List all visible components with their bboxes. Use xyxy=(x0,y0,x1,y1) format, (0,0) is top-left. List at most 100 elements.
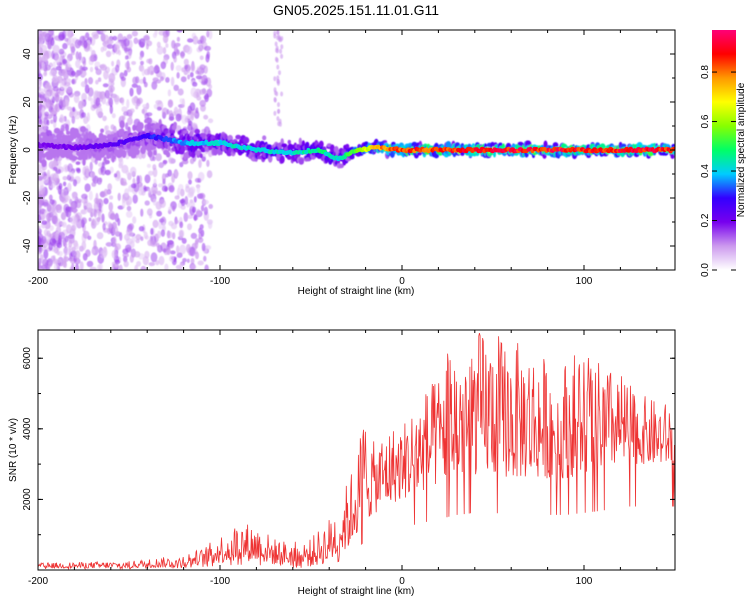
noise-cell xyxy=(132,177,136,185)
noise-cell xyxy=(144,174,151,184)
band-cell xyxy=(214,148,218,155)
band-cell xyxy=(189,130,194,137)
noise-cell xyxy=(156,45,164,55)
noise-cell xyxy=(276,48,279,54)
band-cell xyxy=(75,161,81,166)
noise-cell xyxy=(54,258,62,264)
band-cell xyxy=(104,159,110,165)
band-cell xyxy=(173,121,178,127)
noise-cell xyxy=(49,199,55,205)
noise-cell xyxy=(181,237,187,244)
noise-cell xyxy=(148,262,156,267)
noise-cell xyxy=(39,103,43,111)
noise-cell xyxy=(158,255,165,266)
noise-cell xyxy=(48,30,53,35)
x-tick-label: -200 xyxy=(28,276,48,287)
noise-cell xyxy=(73,93,80,104)
colorbar-ticks: 0.0 0.2 0.4 0.6 0.8 xyxy=(700,65,736,277)
y-tick-label: -40 xyxy=(22,238,33,253)
noise-cell xyxy=(132,216,137,224)
noise-cell xyxy=(158,162,164,169)
noise-cell xyxy=(198,159,202,169)
band-cell xyxy=(199,153,203,159)
snr-panel: -200 -100 0 100 2000 4000 6000 Height of strai… xyxy=(8,329,676,597)
noise-cell xyxy=(172,205,176,212)
noise-cell xyxy=(108,222,113,229)
noise-cell xyxy=(147,239,153,247)
colorbar-label: Normalized spectral amplitude xyxy=(736,82,747,217)
noise-cell xyxy=(143,231,148,240)
noise-cell xyxy=(91,181,97,187)
noise-cell xyxy=(184,64,189,70)
noise-cell xyxy=(176,30,183,33)
noise-cell xyxy=(52,86,60,92)
noise-cell xyxy=(146,163,151,168)
noise-cell xyxy=(58,48,65,55)
noise-cell xyxy=(38,88,45,94)
y-tick-label: 4000 xyxy=(22,417,33,440)
noise-cell xyxy=(156,190,162,196)
noise-cell xyxy=(109,87,113,97)
noise-cell xyxy=(64,241,68,248)
noise-cell xyxy=(276,80,280,86)
noise-cell xyxy=(206,170,213,179)
band-cell xyxy=(298,137,302,145)
noise-cell xyxy=(125,169,130,176)
noise-cell xyxy=(193,214,197,221)
band-cell xyxy=(89,138,94,145)
noise-cell xyxy=(108,72,116,83)
noise-cell xyxy=(48,194,53,201)
band-cell xyxy=(132,124,137,132)
noise-cell xyxy=(183,58,189,66)
noise-cell xyxy=(75,59,81,69)
noise-cell xyxy=(277,121,281,127)
noise-cell xyxy=(43,71,48,77)
band-cell xyxy=(53,127,61,134)
noise-cell xyxy=(40,224,46,229)
noise-cell xyxy=(146,208,153,216)
noise-cell xyxy=(135,234,142,241)
noise-cell xyxy=(95,79,99,85)
band-cell xyxy=(156,128,163,136)
noise-cell xyxy=(85,249,91,257)
noise-cell xyxy=(117,218,121,226)
band-cell xyxy=(146,122,152,130)
noise-cell xyxy=(38,261,41,270)
noise-cell xyxy=(84,84,90,94)
noise-cell xyxy=(151,185,158,195)
band-cell xyxy=(58,130,64,136)
noise-cell xyxy=(80,198,87,204)
noise-cell xyxy=(176,252,183,258)
noise-cell xyxy=(62,181,67,187)
noise-cell xyxy=(187,38,194,43)
noise-cell xyxy=(134,264,139,270)
noise-cell xyxy=(131,96,138,104)
noise-cell xyxy=(159,218,165,223)
noise-cell xyxy=(95,68,102,76)
band-cell xyxy=(66,130,70,135)
noise-cell xyxy=(99,94,104,103)
noise-cell xyxy=(121,115,126,121)
noise-cell xyxy=(139,55,143,61)
noise-cell xyxy=(155,79,162,84)
noise-cell xyxy=(140,208,144,217)
noise-cell xyxy=(157,183,163,188)
noise-cell xyxy=(136,98,141,107)
noise-cell xyxy=(73,257,81,265)
band-cell xyxy=(287,139,291,145)
colorbar: 0.0 0.2 0.4 0.6 0.8 Normalized spectral ampl… xyxy=(700,30,747,277)
noise-cell xyxy=(167,89,172,97)
noise-cell xyxy=(201,75,206,83)
noise-cell xyxy=(133,251,141,258)
noise-cell xyxy=(123,38,130,47)
noise-cell xyxy=(67,182,72,192)
noise-cell xyxy=(52,172,59,182)
noise-cell xyxy=(64,97,69,107)
noise-cell xyxy=(177,187,180,198)
noise-cell xyxy=(94,61,101,68)
noise-cell xyxy=(120,76,126,82)
noise-cell xyxy=(102,115,107,122)
noise-cell xyxy=(106,44,114,49)
